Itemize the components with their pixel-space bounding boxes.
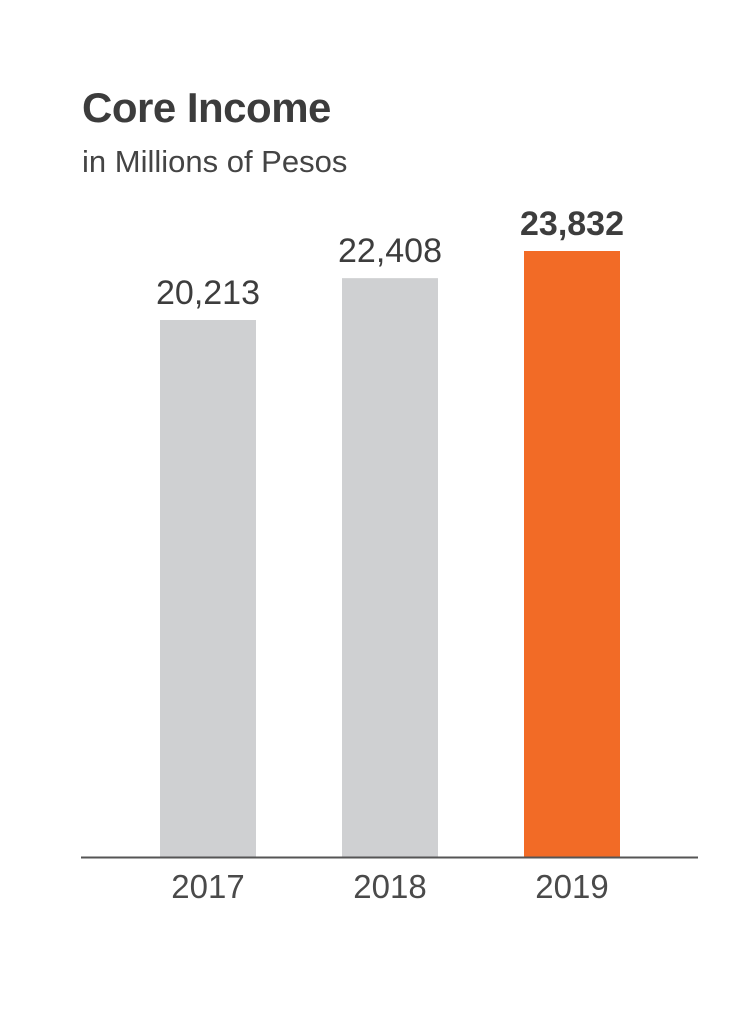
- x-tick-label-2017: 2017: [171, 868, 244, 905]
- bar-2017: [160, 320, 256, 857]
- x-tick-label-2019: 2019: [535, 868, 608, 905]
- value-label-2019: 23,832: [520, 205, 624, 243]
- chart-subtitle: in Millions of Pesos: [82, 144, 348, 179]
- value-label-2018: 22,408: [338, 232, 442, 270]
- bar-2018: [342, 278, 438, 858]
- value-label-2017: 20,213: [156, 274, 260, 312]
- x-tick-label-2018: 2018: [353, 868, 426, 905]
- chart-title: Core Income: [82, 84, 331, 131]
- bar-2019: [524, 251, 620, 857]
